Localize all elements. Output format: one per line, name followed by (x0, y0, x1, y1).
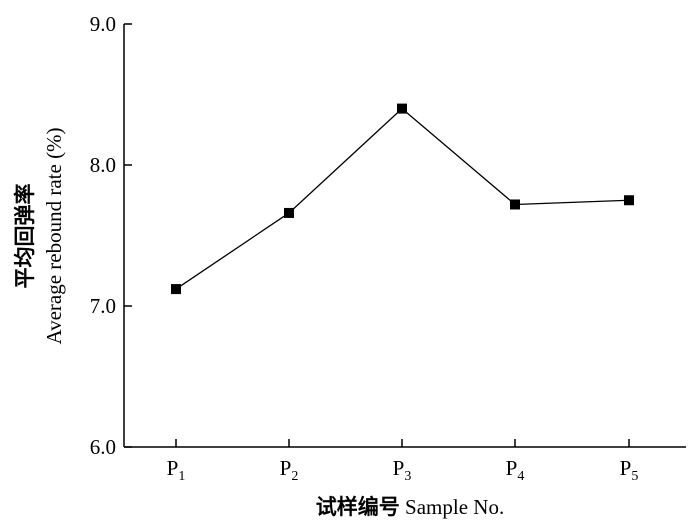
data-point (284, 207, 294, 218)
x-tick-label: P5 (620, 456, 639, 484)
data-point (624, 195, 634, 206)
y-tick-label: 7.0 (90, 294, 116, 318)
x-axis-label: 试样编号 Sample No. (316, 495, 504, 519)
y-axis-label-en: Average rebound rate (%) (42, 127, 66, 344)
x-tick-label: P4 (506, 456, 525, 484)
y-axis-label-cn: 平均回弹率 (13, 184, 37, 289)
axes (123, 24, 686, 448)
x-tick-label: P1 (167, 456, 186, 484)
series (171, 103, 634, 295)
y-tick-label: 9.0 (90, 12, 116, 36)
x-tick-label: P2 (280, 456, 299, 484)
data-point (171, 284, 181, 295)
x-tick-label: P3 (393, 456, 412, 484)
x-ticks: P1 P2 P3 P4 P5 (167, 439, 639, 484)
y-tick-label: 8.0 (90, 153, 116, 177)
data-point (510, 199, 520, 210)
series-line (175, 107, 630, 290)
y-tick-label: 6.0 (90, 435, 116, 459)
data-point (397, 103, 407, 114)
y-ticks: 6.0 7.0 8.0 9.0 (90, 12, 132, 459)
